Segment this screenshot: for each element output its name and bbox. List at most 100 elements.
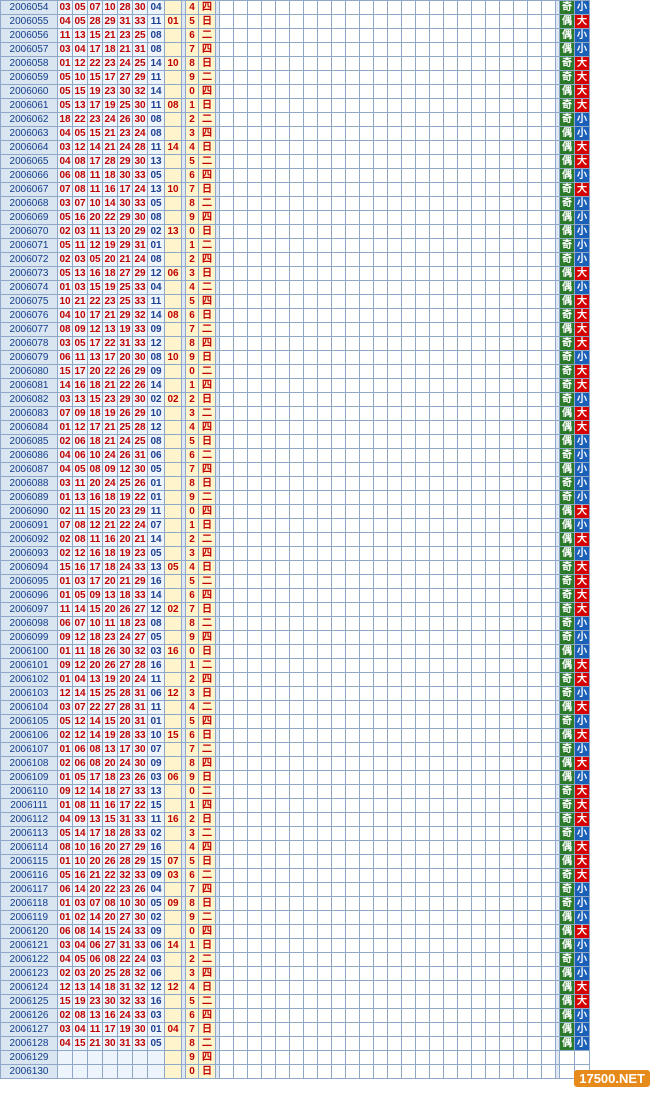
issue-number-cell: 2006061 <box>0 98 58 113</box>
red-ball-cell: 33 <box>132 1036 148 1051</box>
tail-cell <box>164 126 182 141</box>
omission-cell <box>387 994 402 1009</box>
red-ball-cell: 21 <box>102 518 118 533</box>
odd-even-cell: 奇 <box>559 588 575 603</box>
omission-cell <box>261 224 276 239</box>
omission-cell <box>485 630 500 645</box>
omission-cell <box>331 1008 346 1023</box>
omission-cell <box>513 1050 528 1065</box>
omission-cell <box>303 868 318 883</box>
red-ball-cell: 30 <box>132 742 148 757</box>
weekday-cell: 日 <box>198 350 216 365</box>
omission-cell <box>261 1022 276 1037</box>
omission-cell <box>401 42 416 57</box>
red-ball-cell: 31 <box>132 42 148 57</box>
red-ball-cell: 05 <box>72 588 88 603</box>
tail-cell <box>164 756 182 771</box>
omission-cell <box>247 14 262 29</box>
weekday-digit-cell: 6 <box>185 168 199 183</box>
omission-cell <box>219 924 234 939</box>
omission-cell <box>345 196 360 211</box>
red-ball-cell: 19 <box>102 672 118 687</box>
omission-cell <box>415 658 430 673</box>
red-ball-cell: 29 <box>132 854 148 869</box>
omission-cell <box>373 364 388 379</box>
omission-cell <box>373 560 388 575</box>
omission-cell <box>499 490 514 505</box>
omission-cell <box>471 266 486 281</box>
omission-cell <box>457 644 472 659</box>
omission-cell <box>443 882 458 897</box>
omission-cell <box>429 1008 444 1023</box>
omission-cell <box>471 770 486 785</box>
omission-cell <box>527 98 542 113</box>
omission-cell <box>261 28 276 43</box>
omission-cell <box>289 252 304 267</box>
omission-cell <box>541 910 556 925</box>
red-ball-cell: 25 <box>132 56 148 71</box>
red-ball-cell: 24 <box>132 252 148 267</box>
omission-cell <box>233 308 248 323</box>
omission-cell <box>471 42 486 57</box>
red-ball-cell: 05 <box>57 714 73 729</box>
red-ball-cell: 10 <box>117 896 133 911</box>
omission-cell <box>387 644 402 659</box>
blue-ball-cell: 02 <box>147 392 165 407</box>
omission-cell <box>485 448 500 463</box>
omission-cell <box>499 322 514 337</box>
omission-cell <box>331 196 346 211</box>
weekday-digit-cell: 7 <box>185 322 199 337</box>
red-ball-cell: 27 <box>117 910 133 925</box>
red-ball-cell: 25 <box>102 686 118 701</box>
omission-cell <box>527 938 542 953</box>
omission-cell <box>387 630 402 645</box>
blue-ball-cell: 11 <box>147 672 165 687</box>
omission-cell <box>331 392 346 407</box>
omission-cell <box>331 182 346 197</box>
table-row: 2006104 03 07 22 27 28 31 11 4 二偶大 <box>0 700 590 715</box>
weekday-cell: 日 <box>198 896 216 911</box>
weekday-cell: 日 <box>198 728 216 743</box>
omission-cell <box>233 1036 248 1051</box>
weekday-cell: 日 <box>198 14 216 29</box>
omission-cell <box>233 504 248 519</box>
omission-cell <box>401 658 416 673</box>
table-row: 2006127 03 04 11 17 19 30 01 04 7 日偶小 <box>0 1022 590 1037</box>
tail-cell <box>164 1008 182 1023</box>
omission-cell <box>401 686 416 701</box>
omission-cell <box>317 756 332 771</box>
omission-cell <box>303 1036 318 1051</box>
omission-cell <box>387 280 402 295</box>
omission-cell <box>289 980 304 995</box>
omission-cell <box>401 840 416 855</box>
table-row: 2006122 04 05 06 08 22 24 03 2 二奇小 <box>0 952 590 967</box>
omission-cell <box>247 784 262 799</box>
omission-cell <box>359 70 374 85</box>
omission-cell <box>233 518 248 533</box>
omission-cell <box>513 56 528 71</box>
weekday-digit-cell: 6 <box>185 728 199 743</box>
tail-cell <box>164 714 182 729</box>
omission-cell <box>275 322 290 337</box>
omission-cell <box>527 224 542 239</box>
omission-cell <box>457 266 472 281</box>
red-ball-cell: 06 <box>57 924 73 939</box>
issue-number-cell: 2006068 <box>0 196 58 211</box>
omission-cell <box>373 756 388 771</box>
red-ball-cell: 04 <box>57 14 73 29</box>
omission-cell <box>247 308 262 323</box>
big-small-cell: 小 <box>574 966 590 981</box>
red-ball-cell: 22 <box>102 336 118 351</box>
omission-cell <box>457 98 472 113</box>
omission-cell <box>275 154 290 169</box>
omission-cell <box>429 658 444 673</box>
omission-cell <box>387 602 402 617</box>
omission-cell <box>541 728 556 743</box>
omission-cell <box>527 14 542 29</box>
omission-cell <box>275 518 290 533</box>
omission-cell <box>541 350 556 365</box>
omission-cell <box>359 574 374 589</box>
omission-cell <box>219 112 234 127</box>
omission-cell <box>415 588 430 603</box>
omission-cell <box>261 532 276 547</box>
